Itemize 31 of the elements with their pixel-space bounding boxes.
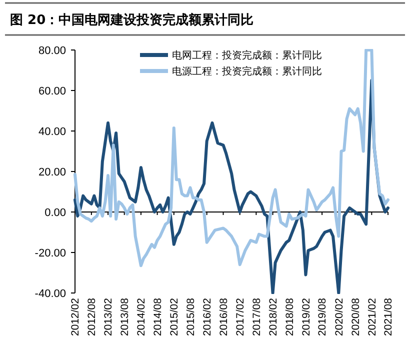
- x-tick-label: 2017/08: [250, 298, 263, 336]
- x-tick-label: 2021/08: [382, 298, 395, 336]
- chart-title: 图 20：中国电网建设投资完成额累计同比: [10, 12, 254, 28]
- x-tick-label: 2015/08: [184, 298, 197, 336]
- y-tick-label: -40.00: [34, 288, 66, 300]
- y-tick-label: 20.00: [38, 166, 66, 178]
- x-tick-label: 2020/08: [350, 298, 362, 336]
- x-tick-label: 2016/02: [202, 298, 214, 336]
- legend-label: 电网工程：投资完成额：累计同比: [172, 50, 322, 62]
- y-tick-label: 60.00: [38, 85, 66, 98]
- x-tick-label: 2021/02: [366, 298, 378, 336]
- legend-label: 电源工程：投资完成额：累计同比: [172, 66, 322, 78]
- x-tick-label: 2013/08: [119, 298, 132, 336]
- x-tick-label: 2018/02: [267, 298, 280, 336]
- x-tick-label: 2016/08: [218, 298, 230, 336]
- y-tick-label: 40.00: [38, 126, 66, 138]
- x-tick-label: 2014/08: [152, 298, 164, 336]
- y-tick-label: 80.00: [38, 44, 66, 57]
- x-tick-label: 2019/08: [316, 298, 329, 336]
- x-tick-label: 2012/02: [70, 298, 82, 336]
- x-tick-label: 2012/08: [86, 298, 98, 336]
- line-series: [74, 49, 390, 268]
- y-tick-label: -20.00: [34, 247, 66, 260]
- x-tick-label: 2018/08: [284, 298, 296, 336]
- x-tick-label: 2020/02: [333, 298, 346, 336]
- x-tick-label: 2013/02: [102, 298, 115, 336]
- x-tick-label: 2015/02: [168, 298, 181, 336]
- y-tick-label: 0.00: [44, 206, 66, 219]
- x-tick-label: 2017/02: [234, 298, 247, 336]
- x-tick-label: 2019/02: [300, 298, 312, 336]
- x-tick-label: 2014/02: [136, 298, 148, 336]
